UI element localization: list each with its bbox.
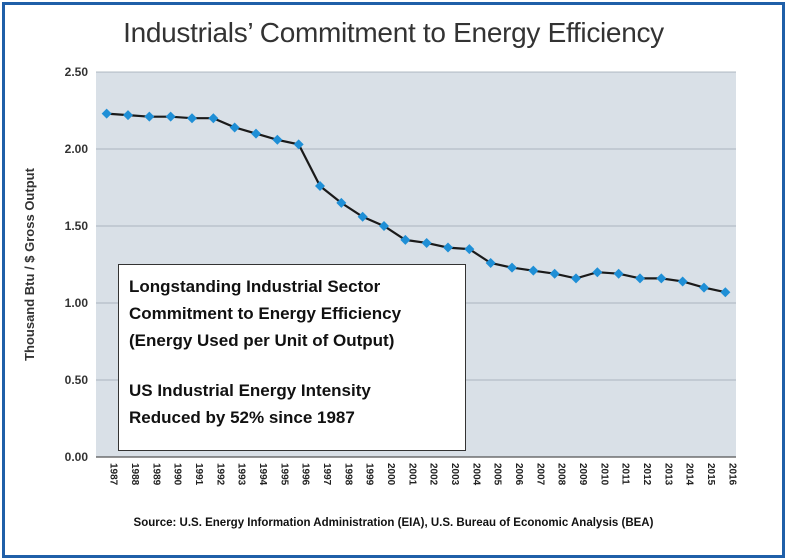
x-tick-label: 2006 [513, 463, 524, 486]
data-point [123, 110, 133, 121]
x-tick-label: 1995 [278, 463, 289, 486]
data-point [144, 111, 155, 122]
data-point [208, 113, 219, 124]
annotation-box: Longstanding Industrial Sector Commitmen… [118, 264, 466, 451]
x-tick-label: 1996 [300, 463, 311, 486]
x-tick-label: 2010 [598, 463, 609, 486]
x-tick-label: 2009 [577, 463, 588, 486]
x-tick-label: 2012 [641, 463, 652, 486]
y-tick-label: 1.00 [65, 296, 89, 310]
x-tick-label: 2008 [556, 463, 567, 486]
x-tick-label: 1993 [236, 463, 247, 486]
data-point [229, 122, 240, 133]
x-tick-label: 1989 [150, 463, 161, 486]
y-tick-label: 0.50 [65, 373, 89, 387]
data-point [677, 276, 688, 287]
annotation-line: Longstanding Industrial Sector [129, 277, 381, 296]
x-tick-label: 1988 [129, 463, 140, 486]
x-tick-label: 2001 [406, 463, 417, 486]
data-point [720, 287, 731, 298]
y-axis-ticks: 0.00 0.50 1.00 1.50 2.00 2.50 [65, 65, 89, 464]
data-point [101, 108, 112, 119]
annotation-line: US Industrial Energy Intensity [129, 381, 371, 400]
x-tick-label: 1991 [193, 463, 204, 486]
data-point [571, 273, 581, 284]
data-point [165, 111, 176, 122]
data-point [443, 242, 453, 253]
data-point [251, 128, 261, 139]
data-point [187, 113, 197, 124]
x-tick-label: 1994 [257, 463, 268, 486]
data-point [699, 282, 709, 293]
y-tick-label: 2.00 [65, 142, 89, 156]
data-point [485, 257, 496, 268]
data-point [635, 273, 645, 284]
x-tick-label: 2003 [449, 463, 460, 486]
data-point [592, 267, 603, 278]
data-point [293, 139, 304, 150]
x-tick-label: 1999 [364, 463, 375, 486]
data-point [272, 134, 283, 145]
annotation-line: Commitment to Energy Efficiency [129, 304, 402, 323]
x-tick-label: 2000 [385, 463, 396, 486]
annotation-line: Reduced by 52% since 1987 [129, 408, 355, 427]
x-tick-label: 2014 [684, 463, 695, 486]
y-axis-label: Thousand Btu / $ Gross Output [22, 167, 37, 361]
data-point [549, 268, 560, 279]
source-note: Source: U.S. Energy Information Administ… [133, 517, 654, 529]
x-tick-label: 1987 [108, 463, 119, 486]
x-tick-label: 2007 [534, 463, 545, 486]
data-point [379, 221, 389, 231]
x-tick-label: 2015 [705, 463, 716, 486]
x-tick-label: 2016 [726, 463, 737, 486]
x-tick-label: 1998 [342, 463, 353, 486]
x-tick-label: 2005 [492, 463, 503, 486]
x-tick-label: 2011 [620, 463, 631, 485]
data-point [421, 237, 432, 248]
x-tick-label: 2013 [662, 463, 673, 486]
data-point [315, 180, 325, 191]
y-tick-label: 0.00 [65, 450, 89, 464]
data-point [400, 234, 411, 245]
y-tick-label: 1.50 [65, 219, 89, 233]
data-point [357, 211, 368, 222]
x-tick-label: 1992 [214, 463, 225, 486]
x-tick-label: 1990 [172, 463, 183, 486]
chart-title: Industrials’ Commitment to Energy Effici… [123, 17, 664, 48]
data-point [528, 265, 539, 276]
x-tick-label: 1997 [321, 463, 332, 486]
annotation-line: (Energy Used per Unit of Output) [129, 331, 395, 350]
data-point [336, 197, 347, 208]
x-axis-ticks: 1987 1988 1989 1990 1991 1992 1993 1994 1995 1996… [108, 463, 738, 486]
data-point [507, 262, 517, 273]
x-tick-label: 2004 [470, 463, 481, 486]
data-point [656, 273, 667, 284]
data-point [464, 244, 475, 255]
x-tick-label: 2002 [428, 463, 439, 486]
y-tick-label: 2.50 [65, 65, 89, 79]
series-markers [101, 108, 731, 298]
data-point [613, 268, 624, 279]
